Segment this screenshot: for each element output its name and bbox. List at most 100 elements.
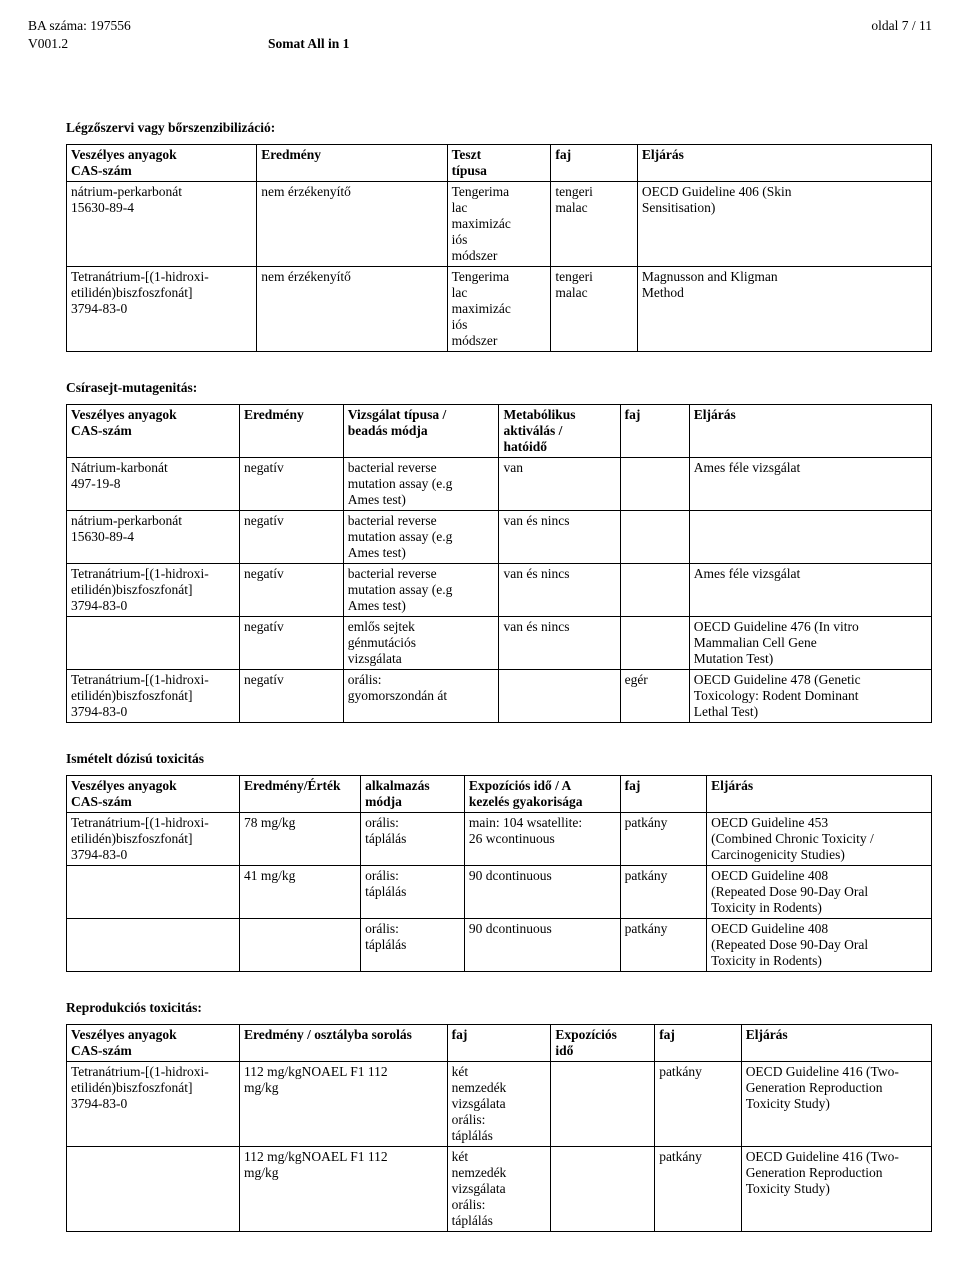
table-cell: orális: táplálás: [361, 919, 465, 972]
column-header: Metabólikus aktiválás / hatóidő: [499, 405, 620, 458]
table-cell: két nemzedék vizsgálata orális: táplálás: [447, 1147, 551, 1232]
table-cell: van és nincs: [499, 564, 620, 617]
table-cell: nem érzékenyítő: [257, 182, 447, 267]
table-cell: OECD Guideline 408 (Repeated Dose 90-Day…: [707, 919, 932, 972]
table-cell: van és nincs: [499, 511, 620, 564]
header-ba: BA száma: 197556: [28, 18, 131, 34]
table-row: Tetranátrium-[(1-hidroxi- etilidén)biszf…: [67, 1062, 932, 1147]
table-cell: Magnusson and Kligman Method: [637, 267, 931, 352]
header-version: V001.2: [28, 36, 932, 52]
table-cell: OECD Guideline 453 (Combined Chronic Tox…: [707, 813, 932, 866]
table-row: Nátrium-karbonát 497-19-8negatívbacteria…: [67, 458, 932, 511]
section-title-reproduction: Reprodukciós toxicitás:: [66, 1000, 932, 1016]
table-cell: patkány: [620, 919, 707, 972]
table-cell: Tetranátrium-[(1-hidroxi- etilidén)biszf…: [67, 813, 240, 866]
column-header: Expozíciós idő: [551, 1025, 655, 1062]
table-cell: Tengerima lac maximizác iós módszer: [447, 182, 551, 267]
table-cell: [620, 511, 689, 564]
table-cell: [67, 1147, 240, 1232]
table-cell: 41 mg/kg: [240, 866, 361, 919]
table-cell: emlős sejtek génmutációs vizsgálata: [343, 617, 499, 670]
column-header: Eljárás: [637, 145, 931, 182]
table-cell: [689, 511, 931, 564]
table-cell: OECD Guideline 406 (Skin Sensitisation): [637, 182, 931, 267]
table-cell: OECD Guideline 416 (Two- Generation Repr…: [741, 1062, 931, 1147]
column-header: Eljárás: [741, 1025, 931, 1062]
section-title-repeated-dose: Ismételt dózisú toxicitás: [66, 751, 932, 767]
table-cell: nátrium-perkarbonát 15630-89-4: [67, 182, 257, 267]
table-cell: negatív: [240, 458, 344, 511]
table-cell: bacterial reverse mutation assay (e.g Am…: [343, 458, 499, 511]
column-header: faj: [655, 1025, 742, 1062]
column-header: Teszt típusa: [447, 145, 551, 182]
column-header: Eljárás: [707, 776, 932, 813]
table-cell: [499, 670, 620, 723]
table-cell: patkány: [620, 813, 707, 866]
table-cell: [551, 1062, 655, 1147]
column-header: alkalmazás módja: [361, 776, 465, 813]
header-title: Somat All in 1: [268, 36, 349, 52]
table-cell: orális: gyomorszondán át: [343, 670, 499, 723]
table-row: Tetranátrium-[(1-hidroxi- etilidén)biszf…: [67, 813, 932, 866]
table-cell: OECD Guideline 476 (In vitro Mammalian C…: [689, 617, 931, 670]
table-cell: [67, 617, 240, 670]
table-cell: Tetranátrium-[(1-hidroxi- etilidén)biszf…: [67, 564, 240, 617]
table-repeated-dose: Veszélyes anyagok CAS-számEredmény/Érték…: [66, 775, 932, 972]
table-cell: negatív: [240, 511, 344, 564]
table-cell: van: [499, 458, 620, 511]
table-sensitisation: Veszélyes anyagok CAS-számEredményTeszt …: [66, 144, 932, 352]
column-header: faj: [620, 776, 707, 813]
table-cell: Tetranátrium-[(1-hidroxi- etilidén)biszf…: [67, 267, 257, 352]
table-cell: nátrium-perkarbonát 15630-89-4: [67, 511, 240, 564]
table-cell: Ames féle vizsgálat: [689, 458, 931, 511]
column-header: Veszélyes anyagok CAS-szám: [67, 1025, 240, 1062]
column-header: Eredmény / osztályba sorolás: [240, 1025, 448, 1062]
column-header: faj: [551, 145, 638, 182]
table-cell: Tengerima lac maximizác iós módszer: [447, 267, 551, 352]
table-cell: két nemzedék vizsgálata orális: táplálás: [447, 1062, 551, 1147]
column-header: Eredmény: [257, 145, 447, 182]
column-header: Veszélyes anyagok CAS-szám: [67, 405, 240, 458]
table-cell: tengeri malac: [551, 182, 638, 267]
table-cell: van és nincs: [499, 617, 620, 670]
table-cell: main: 104 wsatellite: 26 wcontinuous: [464, 813, 620, 866]
table-row: negatívemlős sejtek génmutációs vizsgála…: [67, 617, 932, 670]
table-row: orális: táplálás90 dcontinuouspatkányOEC…: [67, 919, 932, 972]
header-page: oldal 7 / 11: [871, 18, 932, 34]
table-cell: orális: táplálás: [361, 813, 465, 866]
column-header: Vizsgálat típusa / beadás módja: [343, 405, 499, 458]
table-cell: Ames féle vizsgálat: [689, 564, 931, 617]
table-cell: [620, 458, 689, 511]
column-header: Expozíciós idő / A kezelés gyakorisága: [464, 776, 620, 813]
column-header: faj: [620, 405, 689, 458]
column-header: Veszélyes anyagok CAS-szám: [67, 776, 240, 813]
table-cell: OECD Guideline 408 (Repeated Dose 90-Day…: [707, 866, 932, 919]
table-reproduction: Veszélyes anyagok CAS-számEredmény / osz…: [66, 1024, 932, 1232]
table-cell: bacterial reverse mutation assay (e.g Am…: [343, 511, 499, 564]
table-cell: 90 dcontinuous: [464, 919, 620, 972]
table-cell: negatív: [240, 564, 344, 617]
table-cell: patkány: [620, 866, 707, 919]
table-row: Tetranátrium-[(1-hidroxi- etilidén)biszf…: [67, 267, 932, 352]
section-title-mutagenicity: Csírasejt-mutagenitás:: [66, 380, 932, 396]
table-cell: OECD Guideline 416 (Two- Generation Repr…: [741, 1147, 931, 1232]
table-cell: tengeri malac: [551, 267, 638, 352]
table-cell: negatív: [240, 617, 344, 670]
table-cell: OECD Guideline 478 (Genetic Toxicology: …: [689, 670, 931, 723]
table-cell: patkány: [655, 1147, 742, 1232]
table-cell: 90 dcontinuous: [464, 866, 620, 919]
table-row: 112 mg/kgNOAEL F1 112 mg/kgkét nemzedék …: [67, 1147, 932, 1232]
column-header: Veszélyes anyagok CAS-szám: [67, 145, 257, 182]
column-header: faj: [447, 1025, 551, 1062]
table-row: nátrium-perkarbonát 15630-89-4nem érzéke…: [67, 182, 932, 267]
table-cell: [67, 866, 240, 919]
table-cell: [240, 919, 361, 972]
table-cell: negatív: [240, 670, 344, 723]
table-cell: Nátrium-karbonát 497-19-8: [67, 458, 240, 511]
table-cell: bacterial reverse mutation assay (e.g Am…: [343, 564, 499, 617]
table-cell: 78 mg/kg: [240, 813, 361, 866]
table-mutagenicity: Veszélyes anyagok CAS-számEredményVizsgá…: [66, 404, 932, 723]
table-cell: nem érzékenyítő: [257, 267, 447, 352]
column-header: Eljárás: [689, 405, 931, 458]
table-cell: Tetranátrium-[(1-hidroxi- etilidén)biszf…: [67, 1062, 240, 1147]
